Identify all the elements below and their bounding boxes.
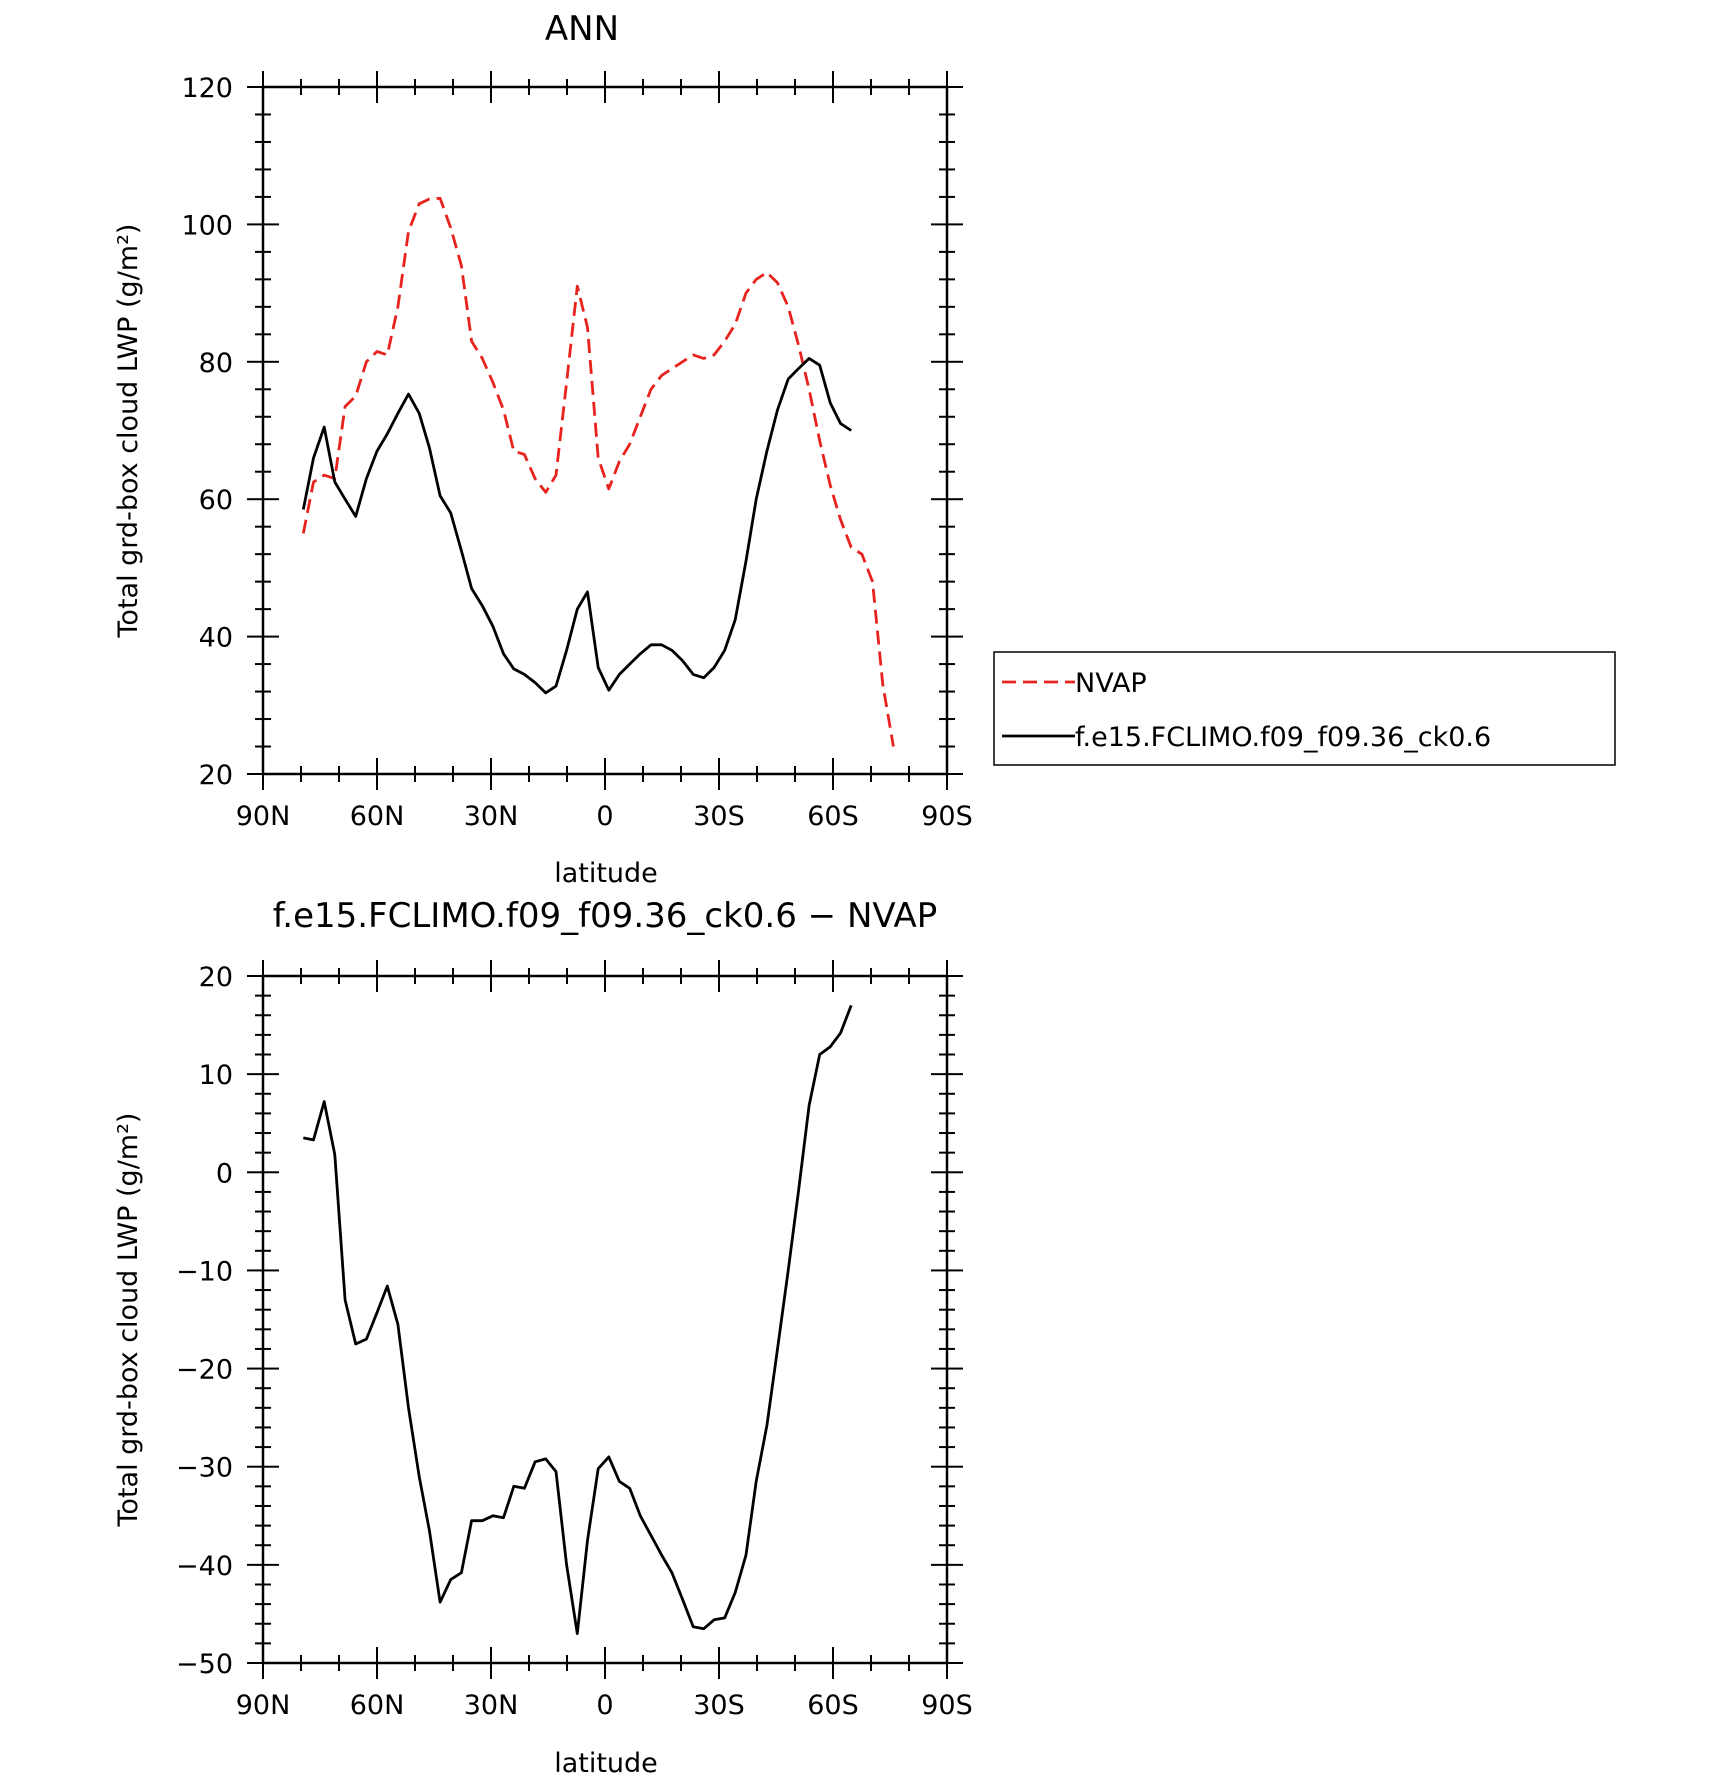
y-tick-label: 80 bbox=[199, 348, 233, 379]
y-tick-label: 120 bbox=[181, 73, 233, 104]
x-tick-label: 0 bbox=[596, 801, 613, 832]
legend-label: f.e15.FCLIMO.f09_f09.36_ck0.6 bbox=[1075, 722, 1491, 753]
x-tick-label: 30S bbox=[693, 801, 745, 832]
y-tick-label: 0 bbox=[216, 1158, 233, 1189]
top-chart: 90N 60N 30N 0 30S 60S 90S 20 40 60 80 100 120 ANN lati… bbox=[113, 9, 973, 889]
chart-title: f.e15.FCLIMO.f09_f09.36_ck0.6 − NVAP bbox=[273, 896, 937, 936]
x-tick-label: 90N bbox=[236, 801, 291, 832]
x-tick-label: 90N bbox=[236, 1690, 291, 1721]
y-axis-label: Total grd-box cloud LWP (g/m²) bbox=[113, 1113, 144, 1528]
series-line-model bbox=[303, 1004, 853, 1635]
x-tick-label: 30N bbox=[464, 801, 519, 832]
legend-box bbox=[993, 651, 1616, 766]
x-tick-label: 60N bbox=[350, 1690, 405, 1721]
x-tick-label: 0 bbox=[596, 1690, 613, 1721]
x-tick-label: 90S bbox=[921, 801, 973, 832]
x-tick-label: 30S bbox=[693, 1690, 745, 1721]
chart-title: ANN bbox=[545, 9, 619, 49]
x-tick-label: 60S bbox=[807, 1690, 859, 1721]
y-axis-label: Total grd-box cloud LWP (g/m²) bbox=[113, 224, 144, 639]
y-tick-label: −40 bbox=[176, 1551, 233, 1582]
y-tick-label: 10 bbox=[199, 1060, 233, 1091]
y-tick-label: 20 bbox=[199, 962, 233, 993]
legend-label: NVAP bbox=[1075, 668, 1147, 699]
x-tick-label: 90S bbox=[921, 1690, 973, 1721]
y-tick-label: 60 bbox=[199, 485, 233, 516]
series-line-nvap bbox=[301, 196, 895, 747]
bottom-chart: 90N 60N 30N 0 30S 60S 90S −50 −40 −30 −20 −10 0 10 20 f… bbox=[113, 896, 973, 1773]
y-tick-label: −10 bbox=[176, 1256, 233, 1287]
x-tick-label: 60N bbox=[350, 801, 405, 832]
legend: NVAP f.e15.FCLIMO.f09_f09.36_ck0.6 bbox=[993, 651, 1616, 766]
y-tick-label: 100 bbox=[181, 210, 233, 241]
y-tick-label: −20 bbox=[176, 1355, 233, 1386]
x-tick-label: 60S bbox=[807, 801, 859, 832]
y-tick-label: 40 bbox=[199, 623, 233, 654]
x-tick-label: 30N bbox=[464, 1690, 519, 1721]
x-axis-label: latitude bbox=[554, 858, 658, 889]
y-tick-label: −30 bbox=[176, 1453, 233, 1484]
series-line-model bbox=[301, 357, 852, 695]
x-axis-label: latitude bbox=[554, 1748, 658, 1773]
y-tick-label: −50 bbox=[176, 1649, 233, 1680]
plot-frame bbox=[261, 974, 949, 1665]
y-tick-label: 20 bbox=[199, 760, 233, 791]
plot-frame bbox=[261, 85, 949, 776]
